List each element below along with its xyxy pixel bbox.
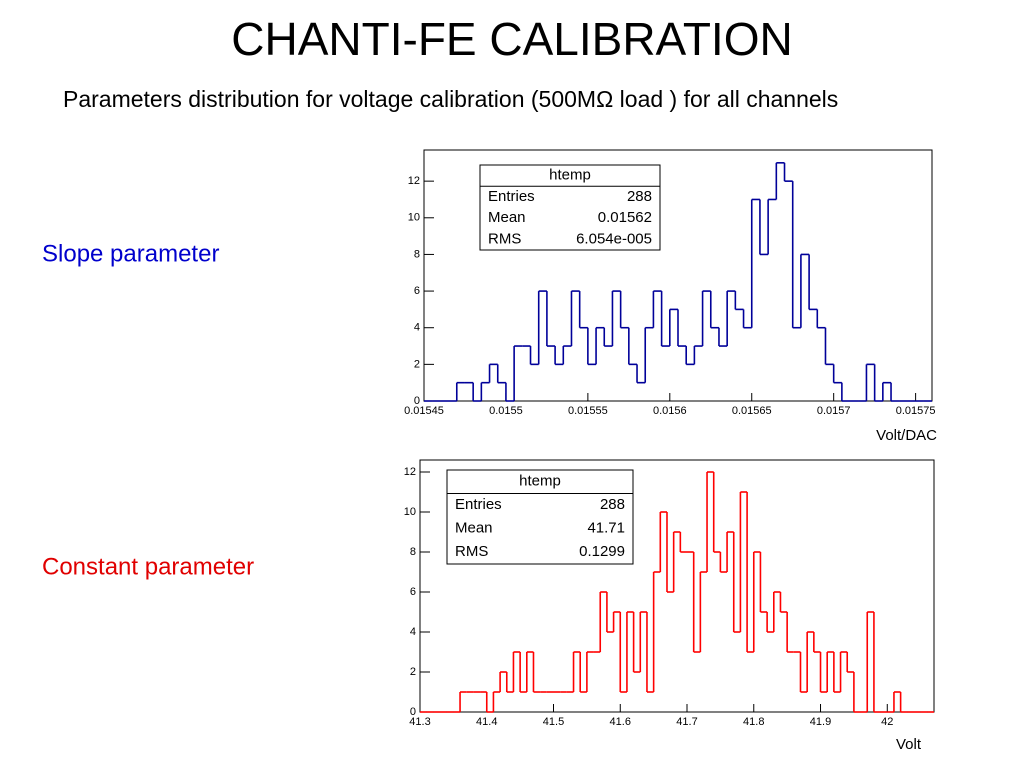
stats-value: 41.71: [587, 520, 625, 537]
x-tick-label: 0.01575: [896, 405, 936, 417]
x-tick-label: 41.4: [476, 716, 497, 728]
y-tick-label: 12: [408, 175, 420, 187]
stats-name: Entries: [455, 496, 502, 513]
y-tick-label: 2: [414, 358, 420, 370]
y-tick-label: 4: [414, 322, 420, 334]
plot-frame: [419, 459, 935, 713]
x-tick-label: 41.3: [409, 716, 430, 728]
x-tick-label: 41.6: [610, 716, 631, 728]
x-tick-label: 41.5: [543, 716, 564, 728]
stats-name: RMS: [455, 543, 488, 560]
y-tick-label: 6: [414, 285, 420, 297]
y-tick-label: 8: [414, 248, 420, 260]
stats-value: 0.1299: [579, 543, 625, 560]
stats-value: 6.054e-005: [576, 230, 652, 247]
stats-value: 288: [600, 496, 625, 513]
chart-label: Slope parameter: [42, 240, 219, 267]
stats-value: 0.01562: [598, 209, 652, 226]
y-tick-label: 10: [408, 212, 420, 224]
x-tick-label: 0.0155: [489, 405, 523, 417]
stats-name: RMS: [488, 230, 521, 247]
x-tick-label: 41.8: [743, 716, 764, 728]
stats-name: Mean: [455, 520, 493, 537]
y-tick-label: 0: [414, 395, 420, 407]
stats-name: Entries: [488, 188, 535, 205]
x-tick-label: 41.9: [810, 716, 831, 728]
x-tick-label: 0.01565: [732, 405, 772, 417]
x-tick-label: 0.01555: [568, 405, 608, 417]
plot-frame: [423, 149, 933, 402]
stats-box: [446, 469, 634, 565]
y-tick-label: 10: [404, 506, 416, 518]
stats-title: htemp: [519, 473, 561, 490]
y-tick-label: 6: [410, 586, 416, 598]
x-axis-label: Volt/DAC: [876, 427, 937, 444]
y-tick-label: 4: [410, 626, 416, 638]
x-tick-label: 0.01545: [404, 405, 444, 417]
stats-value: 288: [627, 188, 652, 205]
y-tick-label: 0: [410, 706, 416, 718]
x-tick-label: 0.0157: [817, 405, 851, 417]
slide-title: CHANTI-FE CALIBRATION: [231, 13, 793, 65]
x-tick-label: 42: [881, 716, 893, 728]
stats-title: htemp: [549, 167, 591, 184]
x-tick-label: 0.0156: [653, 405, 687, 417]
chart-label: Constant parameter: [42, 553, 254, 580]
y-tick-label: 2: [410, 666, 416, 678]
y-tick-label: 12: [404, 466, 416, 478]
y-tick-label: 8: [410, 546, 416, 558]
stats-box: [479, 164, 661, 251]
slide-subtitle: Parameters distribution for voltage cali…: [63, 86, 839, 112]
x-axis-label: Volt: [896, 736, 922, 753]
stats-name: Mean: [488, 209, 526, 226]
x-tick-label: 41.7: [676, 716, 697, 728]
